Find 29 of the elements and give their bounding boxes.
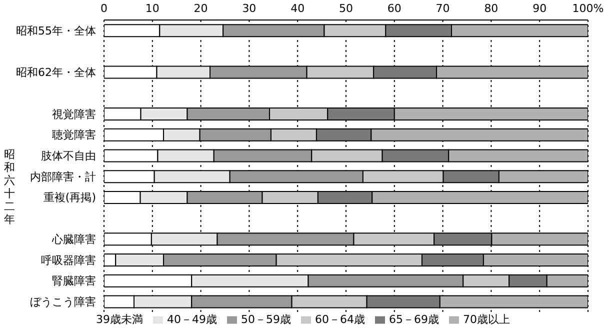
y-tick-label: 昭和62年・全体 bbox=[16, 66, 96, 80]
y-tick-label: 視覚障害 bbox=[52, 108, 96, 121]
y-tick-label: 呼吸器障害 bbox=[41, 254, 96, 267]
series-label: 39歳未満 bbox=[96, 313, 143, 326]
y-tick-label: 聴覚障害 bbox=[52, 128, 96, 142]
x-tick-label: 0 bbox=[100, 2, 108, 15]
legend-label: 50－59歳 bbox=[241, 313, 291, 326]
x-tick-label: 50 bbox=[339, 2, 353, 15]
legend-label: 65－69歳 bbox=[389, 313, 439, 326]
text: 昭和六十二年 bbox=[3, 148, 16, 226]
legend-label: 40－49歳 bbox=[167, 313, 217, 326]
x-tick-label: 70 bbox=[436, 2, 450, 15]
x-tick-label: 10 bbox=[145, 2, 160, 15]
y-tick-label: 内部障害・計 bbox=[30, 170, 96, 184]
x-tick-label: 20 bbox=[194, 2, 208, 15]
x-tick-label: 40 bbox=[290, 2, 305, 15]
x-tick-label: 80 bbox=[484, 2, 498, 15]
x-tick-label: 60 bbox=[387, 2, 402, 15]
legend-label: 60－64歳 bbox=[315, 313, 365, 326]
legend-label: 70歳以上 bbox=[463, 313, 510, 326]
y-tick-label: 心臓障害 bbox=[51, 232, 96, 246]
y-tick-label: 肢体不自由 bbox=[41, 149, 96, 162]
y-tick-label: 腎臓障害 bbox=[52, 274, 96, 288]
x-tick-label: 30 bbox=[242, 2, 256, 15]
y-tick-label: 昭和55年・全体 bbox=[16, 24, 96, 38]
y-tick-label: ぼうこう障害 bbox=[30, 295, 96, 308]
y-tick-label: 重複(再掲) bbox=[43, 191, 96, 204]
x-tick-label: 90 bbox=[532, 2, 547, 15]
x-tick-label: 100% bbox=[572, 2, 604, 15]
